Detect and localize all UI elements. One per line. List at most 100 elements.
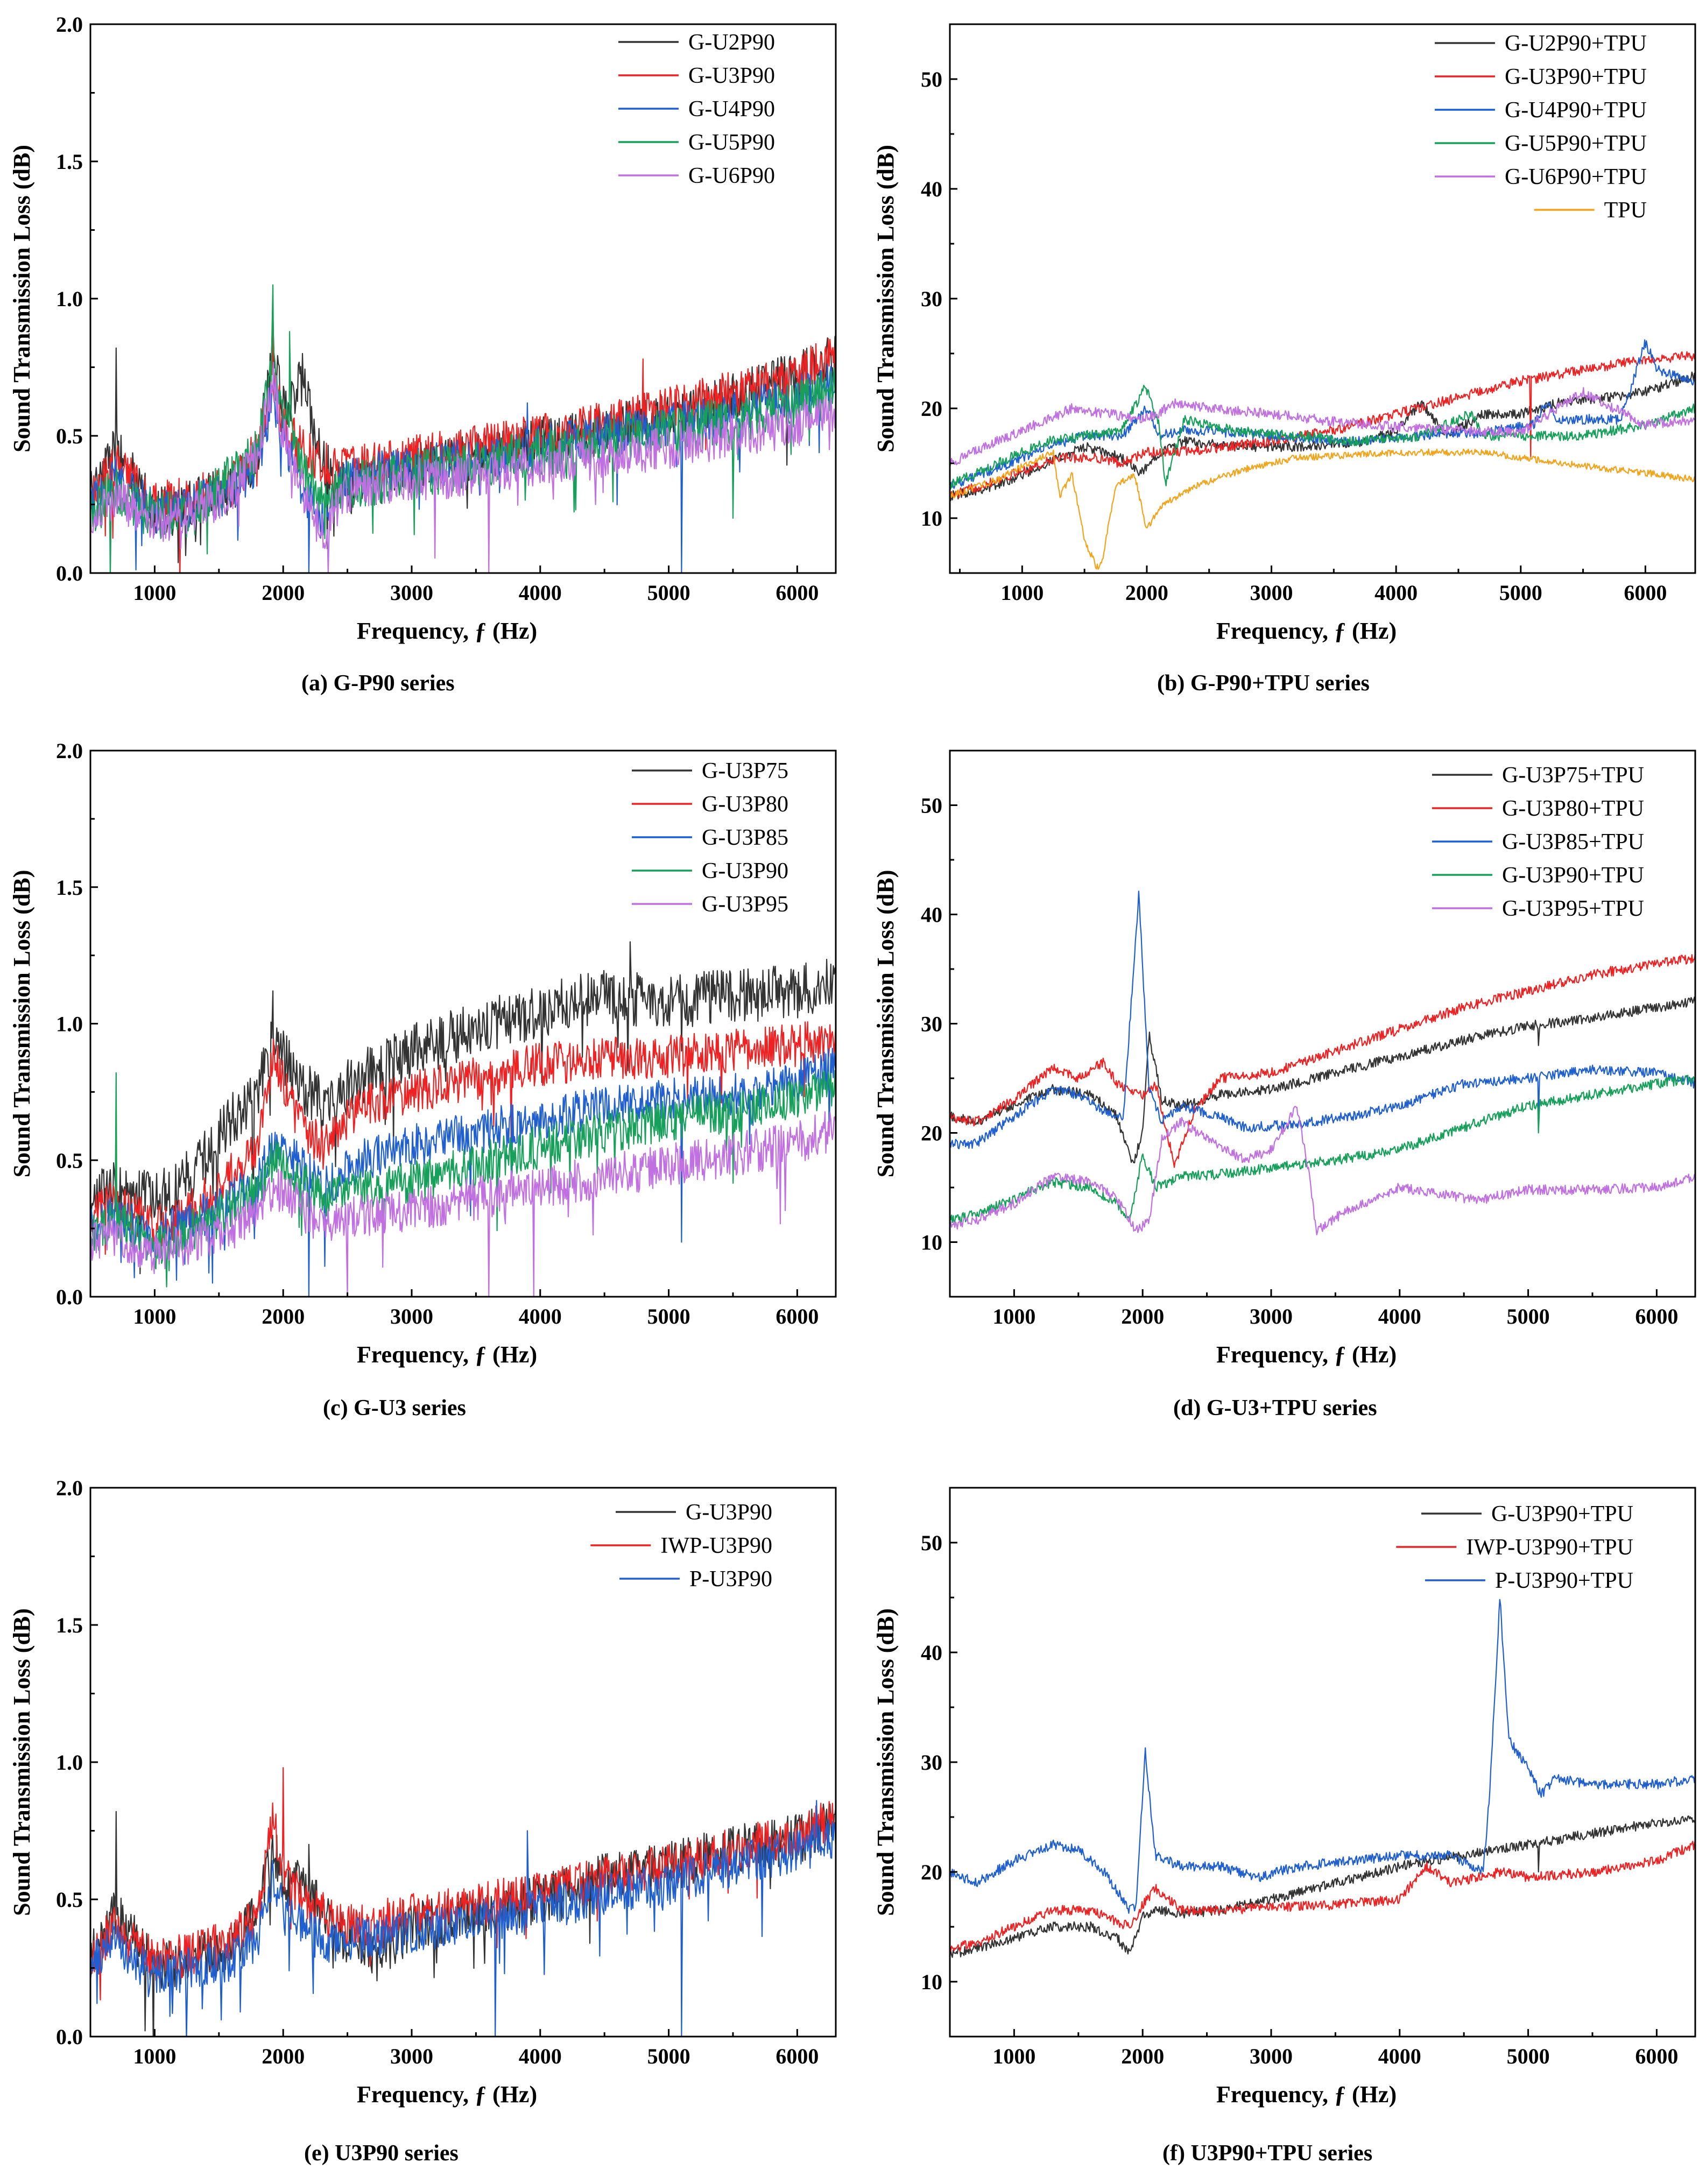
legend-label: G-U3P80 [702,792,788,817]
panel-c-legend: G-U3P75 G-U3P80 G-U3P85 G-U3P90 G-U3P95 [631,759,788,917]
panel-a-xlabel: Frequency, ƒ (Hz) [357,618,537,644]
legend-label: P-U3P90+TPU [1495,1568,1633,1593]
y-tick-label: 2.0 [56,1476,83,1500]
y-tick-label: 40 [921,177,942,201]
panel-a-series-g-u6p90 [90,362,836,573]
x-tick-label: 6000 [1624,581,1667,605]
y-tick-label: 30 [921,287,942,311]
panel-c-ylabel: Sound Transmission Loss (dB) [9,870,35,1178]
panel-f-ticks: 1000 2000 3000 4000 5000 6000 10 20 30 40 50 [921,1531,1678,2068]
legend-label: G-U2P90+TPU [1505,31,1647,56]
legend-label: G-U5P90+TPU [1505,131,1647,156]
x-tick-label: 6000 [776,1304,819,1328]
x-tick-label: 5000 [1507,2044,1550,2068]
legend-label: G-U5P90 [688,130,775,155]
panel-b-series-g-u6p90-tpu [950,387,1695,468]
panel-f-legend: G-U3P90+TPU IWP-U3P90+TPU P-U3P90+TPU [1396,1502,1633,1593]
panel-b-caption: (b) G-P90+TPU series [1157,671,1370,696]
legend-label: G-U3P95+TPU [1502,896,1644,921]
legend-label: G-U3P90 [686,1500,772,1525]
y-tick-label: 0.0 [56,2025,83,2049]
y-tick-label: 20 [921,1860,942,1884]
legend-label: G-U3P85+TPU [1502,830,1644,854]
panel-a-ticks: 1000 2000 3000 4000 5000 6000 0.0 0.5 1.0 1.5 2.0 [56,12,819,605]
legend-label: G-U3P80+TPU [1502,796,1644,821]
panel-f-series [950,1599,1695,1958]
panel-b-series-g-u3p90-tpu [950,351,1695,501]
y-tick-label: 2.0 [56,12,83,37]
panel-d-series-g-u3p85-tpu [950,890,1695,1149]
legend-label: G-U6P90+TPU [1505,165,1647,189]
x-tick-label: 2000 [1121,2044,1164,2068]
panel-d-ylabel: Sound Transmission Loss (dB) [872,870,899,1178]
panel-b-ylabel: Sound Transmission Loss (dB) [872,145,899,453]
legend-label: G-U3P75+TPU [1502,763,1644,788]
panel-e-series-p-u3p90 [90,1800,836,2037]
panel-d-series-g-u3p95-tpu [950,1106,1695,1235]
panel-b-ticks: 1000 2000 3000 4000 5000 6000 10 20 30 40 50 [921,67,1667,605]
x-tick-label: 5000 [1499,581,1542,605]
panel-e-ticks: 1000 2000 3000 4000 5000 6000 0.0 0.5 1.0 1.5 2.0 [56,1476,819,2068]
panel-c-xlabel: Frequency, ƒ (Hz) [357,1341,537,1368]
panel-a: 1000 2000 3000 4000 5000 60000.00.51.01.52.0 … [9,12,837,696]
x-tick-label: 5000 [647,1304,690,1328]
panel-d-xlabel: Frequency, ƒ (Hz) [1216,1341,1397,1368]
y-tick-label: 1.0 [56,1012,83,1036]
x-tick-label: 1000 [1000,581,1044,605]
legend-label: G-U4P90 [688,97,775,122]
panel-a-ylabel: Sound Transmission Loss (dB) [9,145,35,453]
legend-label: G-U3P95 [702,892,788,917]
y-tick-label: 30 [921,1012,942,1036]
panel-d-series-g-u3p75-tpu [950,996,1695,1164]
y-tick-label: 0.5 [56,1888,83,1912]
x-tick-label: 6000 [776,2044,819,2068]
x-tick-label: 1000 [133,2044,176,2068]
x-tick-label: 4000 [1378,2044,1421,2068]
panel-e-xlabel: Frequency, ƒ (Hz) [357,2081,537,2108]
legend-label: P-U3P90 [689,1567,772,1592]
y-tick-label: 40 [921,903,942,927]
x-tick-label: 5000 [1507,1304,1550,1328]
panel-b-xlabel: Frequency, ƒ (Hz) [1216,618,1397,644]
x-tick-label: 3000 [390,1304,433,1328]
x-tick-label: 3000 [1250,2044,1293,2068]
y-tick-label: 10 [921,1231,942,1255]
x-tick-label: 4000 [519,581,562,605]
panel-c-series-g-u3p75 [90,941,836,1275]
y-tick-label: 40 [921,1641,942,1665]
legend-label: G-U4P90+TPU [1505,98,1647,123]
panel-d-ticks: 1000 2000 3000 4000 5000 6000 10 20 30 40 50 [921,794,1678,1329]
x-tick-label: 3000 [390,2044,433,2068]
panel-d-series-g-u3p90-tpu [950,1075,1695,1224]
panel-a-series-g-u3p90 [90,325,836,573]
legend-label: G-U3P90+TPU [1502,863,1644,888]
panel-b-series-g-u4p90-tpu [950,339,1695,490]
x-tick-label: 4000 [519,1304,562,1328]
x-tick-label: 5000 [647,2044,690,2068]
x-tick-label: 6000 [776,581,819,605]
panel-e-legend: G-U3P90 IWP-U3P90 P-U3P90 [590,1500,772,1592]
panel-e-caption: (e) U3P90 series [304,2141,459,2166]
x-tick-label: 6000 [1635,2044,1678,2068]
y-tick-label: 1.5 [56,1613,83,1637]
panel-c-series-g-u3p80 [90,1021,836,1255]
legend-label: G-U3P85 [702,825,788,850]
legend-label: IWP-U3P90 [660,1533,772,1558]
y-tick-label: 20 [921,397,942,421]
x-tick-label: 1000 [992,2044,1035,2068]
panel-c: 1000 2000 3000 4000 5000 60000.00.51.01.52.0 … [9,739,837,1420]
y-tick-label: 20 [921,1121,942,1146]
legend-label: G-U2P90 [688,30,775,55]
x-tick-label: 2000 [262,1304,305,1328]
y-tick-label: 0.5 [56,424,83,448]
legend-label: G-U3P75 [702,759,788,783]
panel-c-series-g-u3p90 [90,1070,836,1288]
panel-f-series-p-u3p90-tpu [950,1599,1695,1914]
panel-b-series-tpu [950,448,1695,570]
y-tick-label: 50 [921,1531,942,1555]
x-tick-label: 1000 [133,1304,176,1328]
panel-f-xlabel: Frequency, ƒ (Hz) [1216,2081,1397,2108]
y-tick-label: 0.5 [56,1148,83,1172]
panel-a-legend: G-U2P90 G-U3P90 G-U4P90 G-U5P90 G-U6P90 [618,30,775,188]
legend-label: G-U3P90+TPU [1505,65,1647,89]
